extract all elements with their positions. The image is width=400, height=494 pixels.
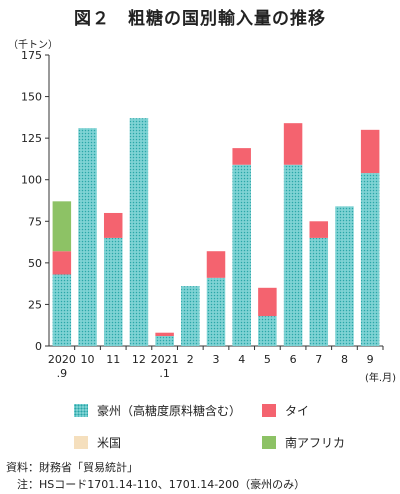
y-tick-label: 125 [21,132,42,145]
bar-segment-south-africa [52,201,72,252]
x-tick-label: 8 [341,353,348,366]
bar-segment-australia [283,164,303,346]
bar-segment-australia [181,286,200,346]
bar-segment-australia [232,164,251,346]
x-tick-label: 11 [106,353,120,366]
bar-segment-thailand [232,148,251,165]
bar-segment-australia [78,128,97,346]
x-tick-label: 2021 [151,353,179,366]
y-axis-unit-label: （千トン） [8,40,58,51]
x-tick-label: .9 [57,367,68,380]
legend-item-usa: 米国 [74,434,121,451]
bar-segment-thailand [283,123,303,165]
x-tick-label: 4 [238,353,245,366]
legend-item-australia: 豪州（高糖度原料糖含む） [74,402,241,419]
x-axis-unit-label: (年.月) [365,371,396,384]
bar-segment-australia [360,173,380,346]
bar-segment-thailand [258,287,277,317]
chart-title: 図２ 粗糖の国別輸入量の推移 [74,9,326,29]
x-tick-label: .1 [159,367,170,380]
bar-segment-australia [206,277,226,346]
legend-swatch-south-africa [262,436,276,449]
source-note: 資料：財務省「貿易統計」 [6,461,138,474]
legend-label-thailand: タイ [285,404,310,418]
x-tick-label: 3 [213,353,220,366]
bar-segment-thailand [360,129,380,174]
x-tick-label: 12 [132,353,146,366]
bar-segment-australia [258,316,277,346]
bar-segment-australia [103,237,123,346]
x-tick-label: 10 [81,353,95,366]
bar-segment-australia [52,274,72,346]
legend-label-south-africa: 南アフリカ [285,436,346,450]
bar-segment-australia [155,336,174,346]
y-tick-label: 50 [28,257,42,270]
x-tick-label: 9 [367,353,374,366]
x-tick-label: 2 [187,353,194,366]
x-tick-label: 6 [290,353,297,366]
legend-label-usa: 米国 [97,436,122,450]
legend-swatch-thailand [262,404,276,417]
y-tick-label: 25 [28,298,42,311]
legend-label-australia: 豪州（高糖度原料糖含む） [97,404,242,418]
bar-segment-australia [309,237,329,346]
legend-item-thailand: タイ [262,402,309,419]
legend-item-south-africa: 南アフリカ [262,434,345,451]
legend-swatch-usa [74,436,88,449]
bar-segment-thailand [103,212,123,238]
footnote: 注：HSコード1701.14-110、1701.14-200（豪州のみ） [6,478,306,491]
bar-segment-thailand [309,221,329,238]
bar-segment-thailand [206,251,226,278]
x-tick-label: 7 [315,353,322,366]
bar-segment-thailand [155,332,174,337]
y-tick-label: 0 [35,340,42,353]
y-tick-label: 175 [21,49,42,62]
y-tick-label: 150 [21,91,42,104]
x-tick-label: 5 [264,353,271,366]
y-tick-label: 75 [28,215,42,228]
legend-swatch-australia [74,404,88,417]
bar-segment-australia [335,206,354,346]
bar-segment-thailand [52,251,72,275]
x-tick-label: 2020 [48,353,76,366]
y-tick-label: 100 [21,174,42,187]
bar-segment-australia [129,118,149,346]
